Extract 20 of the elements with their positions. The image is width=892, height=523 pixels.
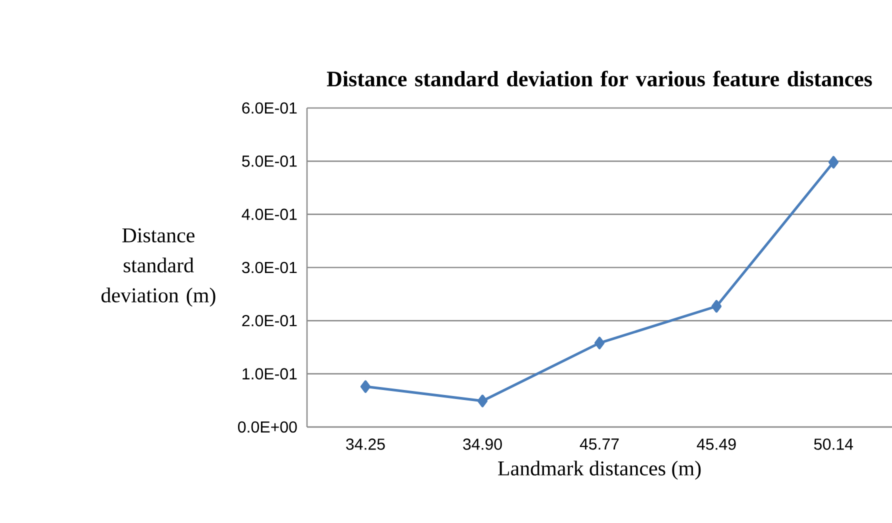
y-axis-title: Distance standard deviation (m) bbox=[101, 228, 216, 307]
point bbox=[828, 156, 839, 169]
y-tick-label: 2.0E-01 bbox=[242, 315, 297, 326]
point bbox=[594, 336, 605, 350]
x-tick-label: 34.25 bbox=[346, 438, 385, 450]
y-tick-label: 0.0E+00 bbox=[238, 421, 297, 433]
point bbox=[360, 380, 371, 393]
y-tick-label: 6.0E-01 bbox=[242, 102, 297, 114]
x-tick-label: 50.14 bbox=[814, 438, 854, 450]
x-tick-label: 45.49 bbox=[696, 438, 736, 450]
point bbox=[477, 394, 488, 408]
y-tick-label: 1.0E-01 bbox=[242, 368, 297, 380]
chart-title: Distance standard deviation for various feature distances bbox=[326, 70, 872, 86]
x-tick-label: 34.90 bbox=[463, 438, 502, 450]
y-tick-label: 4.0E-01 bbox=[242, 208, 297, 220]
x-axis-title: Landmark distances (m) bbox=[498, 460, 701, 480]
y-tick-label: 3.0E-01 bbox=[242, 262, 297, 274]
x-tick-label: 45.77 bbox=[580, 438, 619, 450]
y-tick-label: 5.0E-01 bbox=[242, 156, 297, 167]
point bbox=[711, 300, 722, 313]
